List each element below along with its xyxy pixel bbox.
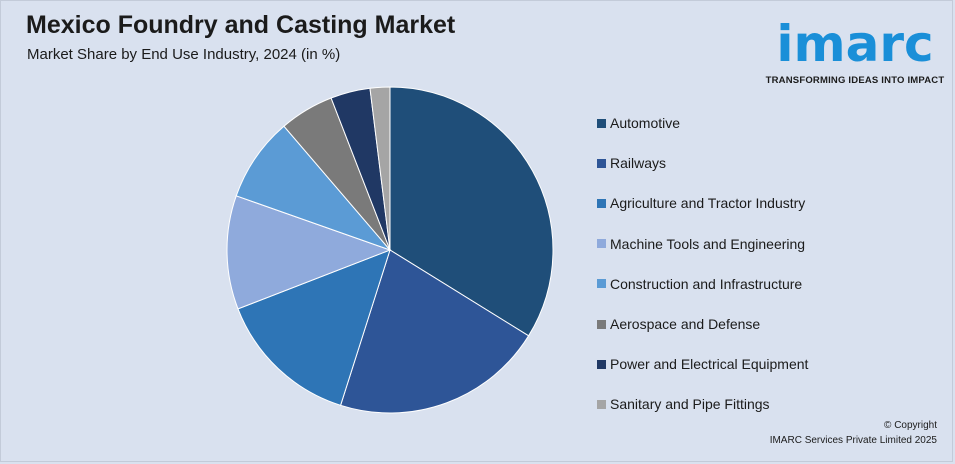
legend-label: Construction and Infrastructure (610, 275, 803, 292)
legend-item-construction-and-infrastructure: Construction and Infrastructure (597, 264, 808, 304)
logo-tagline: TRANSFORMING IDEAS INTO IMPACT (765, 75, 945, 86)
legend-swatch (597, 399, 606, 409)
chart-legend: Automotive Railways Agriculture and Tracto… (597, 103, 808, 425)
copyright-label: © Copyright (884, 420, 937, 431)
legend-item-power-and-electrical-equipment: Power and Electrical Equipment (597, 344, 808, 384)
chart-title: Mexico Foundry and Casting Market (26, 11, 456, 39)
pie-slice-construction-and-infrastructure (235, 125, 392, 252)
legend-item-agriculture-and-tractor-industry: Agriculture and Tractor Industry (597, 183, 808, 223)
chart-subtitle: Market Share by End Use Industry, 2024 (… (27, 46, 341, 63)
legend-swatch (597, 279, 606, 289)
legend-label: Aerospace and Defense (610, 316, 761, 333)
legend-item-aerospace-and-defense: Aerospace and Defense (597, 304, 808, 344)
legend-label: Agriculture and Tractor Industry (610, 195, 806, 212)
legend-swatch (597, 158, 606, 168)
copyright-company: IMARC Services Private Limited 2025 (769, 435, 937, 446)
copyright-notice: © Copyright IMARC Services Private Limit… (770, 418, 937, 448)
legend-label: Automotive (610, 115, 681, 132)
legend-label: Power and Electrical Equipment (610, 356, 809, 373)
pie-slice-sanitary-and-pipe-fittings (369, 86, 391, 251)
legend-swatch (597, 198, 606, 208)
legend-swatch (597, 118, 606, 128)
legend-swatch (597, 319, 606, 329)
legend-label: Railways (610, 155, 667, 172)
legend-label: Machine Tools and Engineering (610, 235, 806, 252)
legend-swatch (597, 359, 606, 369)
pie-slice-railways (339, 249, 530, 414)
legend-swatch (597, 239, 606, 249)
pie-slice-agriculture-and-tractor-industry (237, 249, 391, 406)
imarc-logo: imarc TRANSFORMING IDEAS INTO IMPACT (760, 8, 950, 90)
legend-label: Sanitary and Pipe Fittings (610, 396, 770, 413)
legend-item-railways: Railways (597, 143, 808, 183)
legend-item-machine-tools-and-engineering: Machine Tools and Engineering (597, 224, 808, 264)
pie-slice-automotive (389, 86, 554, 337)
pie-slice-machine-tools-and-engineering (226, 195, 392, 310)
legend-item-sanitary-and-pipe-fittings: Sanitary and Pipe Fittings (597, 384, 808, 424)
legend-item-automotive: Automotive (597, 103, 808, 143)
logo-wordmark: imarc (776, 15, 934, 73)
